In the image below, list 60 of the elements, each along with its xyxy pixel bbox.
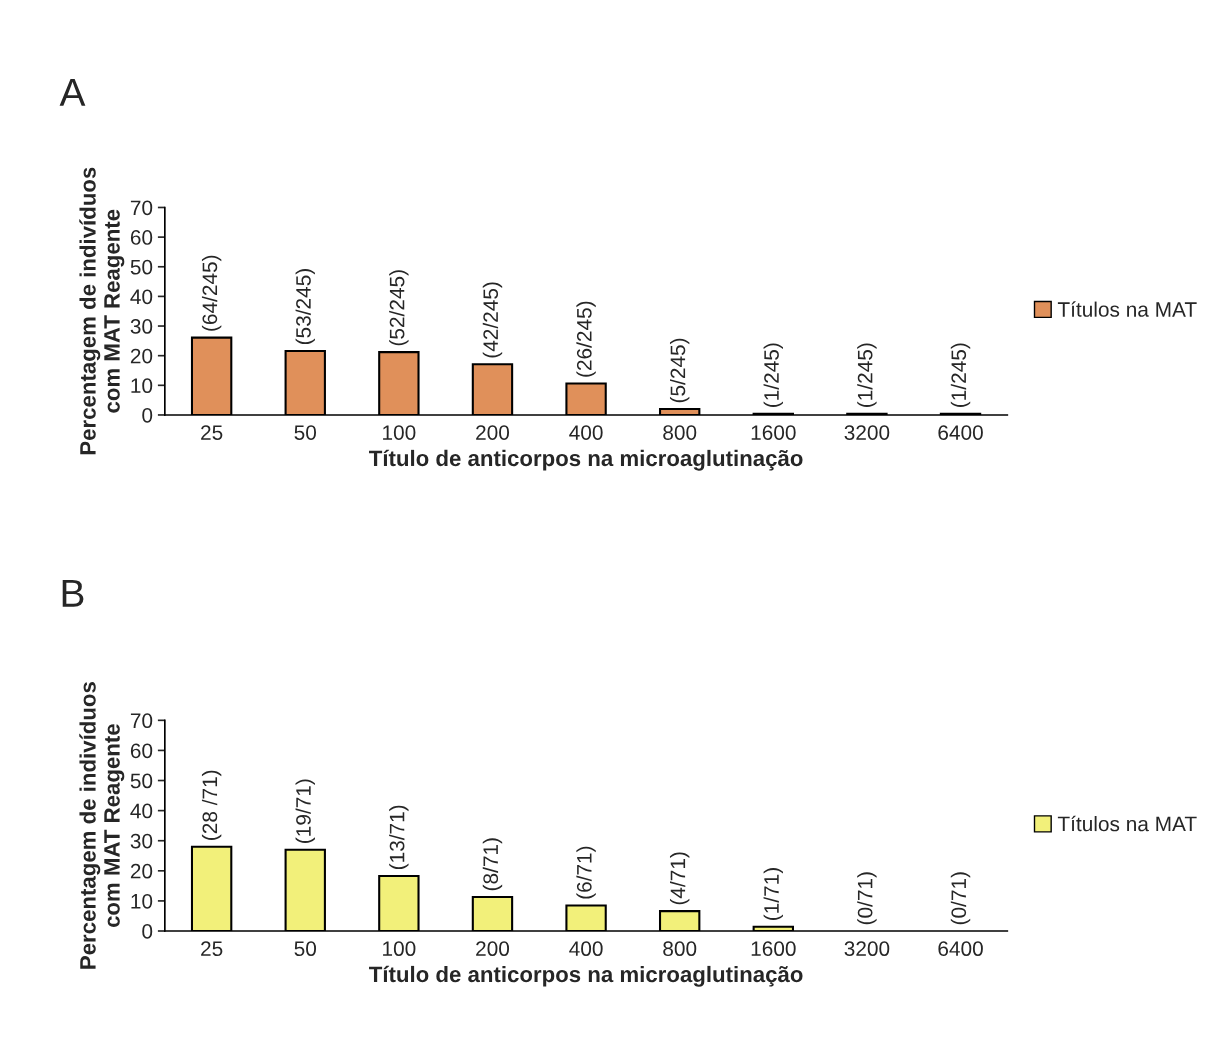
y-tick-label: 30 (130, 833, 153, 849)
data-label: (64/245) (201, 255, 222, 331)
data-label: (28 /71) (201, 770, 222, 840)
x-tick-label: 25 (201, 941, 223, 957)
data-label: (19/71) (295, 779, 315, 843)
x-tick-label: 100 (383, 425, 416, 440)
data-label: (52/245) (389, 270, 409, 346)
y-tick-label: 70 (130, 200, 153, 216)
x-tick-label: 3200 (844, 941, 890, 957)
x-tick-label: 800 (663, 425, 697, 440)
x-tick-label: 200 (476, 941, 510, 957)
y-tick-label: 30 (130, 319, 153, 334)
x-tick-label: 1600 (751, 425, 796, 440)
x-axis-title: Título de anticorpos na microaglutinação (369, 449, 803, 471)
data-label: (6/71) (576, 846, 596, 899)
y-tick-label: 20 (130, 863, 153, 879)
chart-title: A (59, 79, 86, 106)
y-tick-label: 10 (131, 893, 153, 909)
x-tick-label: 1600 (751, 941, 796, 957)
y-tick-label: 0 (142, 924, 153, 939)
x-tick-label: 3200 (844, 425, 890, 440)
x-tick-label: 400 (569, 941, 603, 957)
data-label: (1/245) (857, 343, 877, 407)
y-tick-label: 50 (130, 773, 153, 789)
y-tick-label: 70 (130, 713, 153, 729)
data-label: (4/71) (669, 852, 690, 905)
x-tick-label: 6400 (938, 941, 983, 957)
x-tick-label: 400 (569, 425, 603, 440)
x-tick-label: 800 (663, 941, 697, 957)
legend-label: Títulos na MAT (1057, 815, 1197, 832)
y-axis-title: Percentagem de indivíduos com MAT Reagente (79, 682, 125, 969)
x-axis-title: Título de anticorpos na microaglutinação (369, 965, 803, 987)
x-tick-label: 25 (201, 425, 223, 440)
data-label: (53/245) (295, 269, 315, 345)
x-tick-label: 50 (294, 425, 317, 440)
data-label: (1/245) (763, 343, 783, 407)
data-label: (8/71) (482, 838, 503, 891)
data-label: (26/245) (576, 301, 596, 377)
y-axis-title: Percentagem de indivíduos com MAT Reagente (79, 167, 125, 455)
chart-title: B (62, 579, 84, 607)
x-tick-label: 50 (294, 941, 317, 957)
legend-label: Títulos na MAT (1057, 301, 1197, 317)
y-tick-label: 60 (130, 743, 153, 759)
data-label: (13/71) (389, 805, 409, 870)
y-tick-label: 40 (130, 803, 153, 819)
data-label: (5/245) (669, 338, 690, 403)
data-label: (1/71) (763, 868, 783, 920)
y-tick-label: 20 (130, 348, 153, 364)
y-tick-label: 60 (130, 230, 153, 245)
data-label: (0/71) (857, 872, 877, 925)
data-label: (42/245) (482, 282, 503, 358)
y-tick-label: 50 (130, 259, 153, 275)
x-tick-label: 6400 (938, 425, 983, 440)
y-tick-label: 10 (131, 378, 153, 394)
y-tick-label: 0 (142, 407, 153, 423)
data-label: (0/71) (950, 872, 971, 925)
x-tick-label: 100 (383, 941, 416, 957)
x-tick-label: 200 (476, 425, 510, 440)
y-tick-label: 40 (130, 289, 153, 305)
data-label: (1/245) (950, 343, 971, 407)
